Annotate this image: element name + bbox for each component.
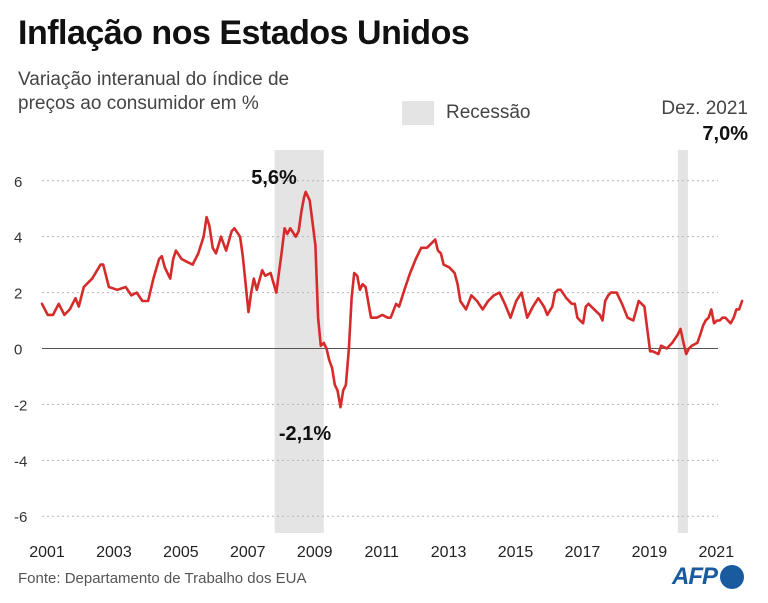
inflation-series-line: [40, 190, 744, 409]
afp-logo-text: AFP: [672, 563, 718, 590]
afp-logo-dot: [720, 565, 744, 589]
x-tick-label: 2011: [364, 544, 399, 561]
legend: Recessão: [402, 101, 531, 125]
chart-subtitle: Variação interanual do índice de preços …: [18, 69, 290, 114]
y-tick-label: 2: [14, 286, 22, 303]
afp-logo: AFP: [672, 563, 744, 591]
x-tick-label: 2009: [297, 544, 333, 561]
source-note: Fonte: Departamento de Trabalho dos EUA: [18, 570, 307, 587]
peak-annotation: 5,6%: [251, 167, 297, 189]
y-tick-label: 6: [14, 174, 22, 191]
x-tick-label: 2005: [163, 544, 199, 561]
y-tick-label: -6: [14, 509, 27, 526]
latest-date-annotation: Dez. 2021: [661, 98, 748, 119]
recession-legend-label: Recessão: [446, 102, 531, 123]
recession-band-0: [274, 150, 324, 533]
trough-annotation: -2,1%: [279, 423, 331, 445]
y-tick-label: -4: [14, 453, 27, 470]
chart-title: Inflação nos Estados Unidos: [18, 14, 470, 52]
recession-swatch: [402, 101, 434, 125]
y-tick-label: 4: [14, 230, 22, 247]
x-tick-label: 2003: [96, 544, 132, 561]
x-tick-label: 2013: [431, 544, 467, 561]
x-tick-label: 2019: [632, 544, 668, 561]
y-tick-label: -2: [14, 397, 27, 414]
x-tick-label: 2015: [498, 544, 534, 561]
x-tick-label: 2001: [29, 544, 65, 561]
latest-value-annotation: 7,0%: [702, 123, 748, 145]
x-tick-label: 2021: [699, 544, 735, 561]
y-tick-label: 0: [14, 341, 22, 358]
x-tick-label: 2017: [565, 544, 601, 561]
x-tick-label: 2007: [230, 544, 266, 561]
